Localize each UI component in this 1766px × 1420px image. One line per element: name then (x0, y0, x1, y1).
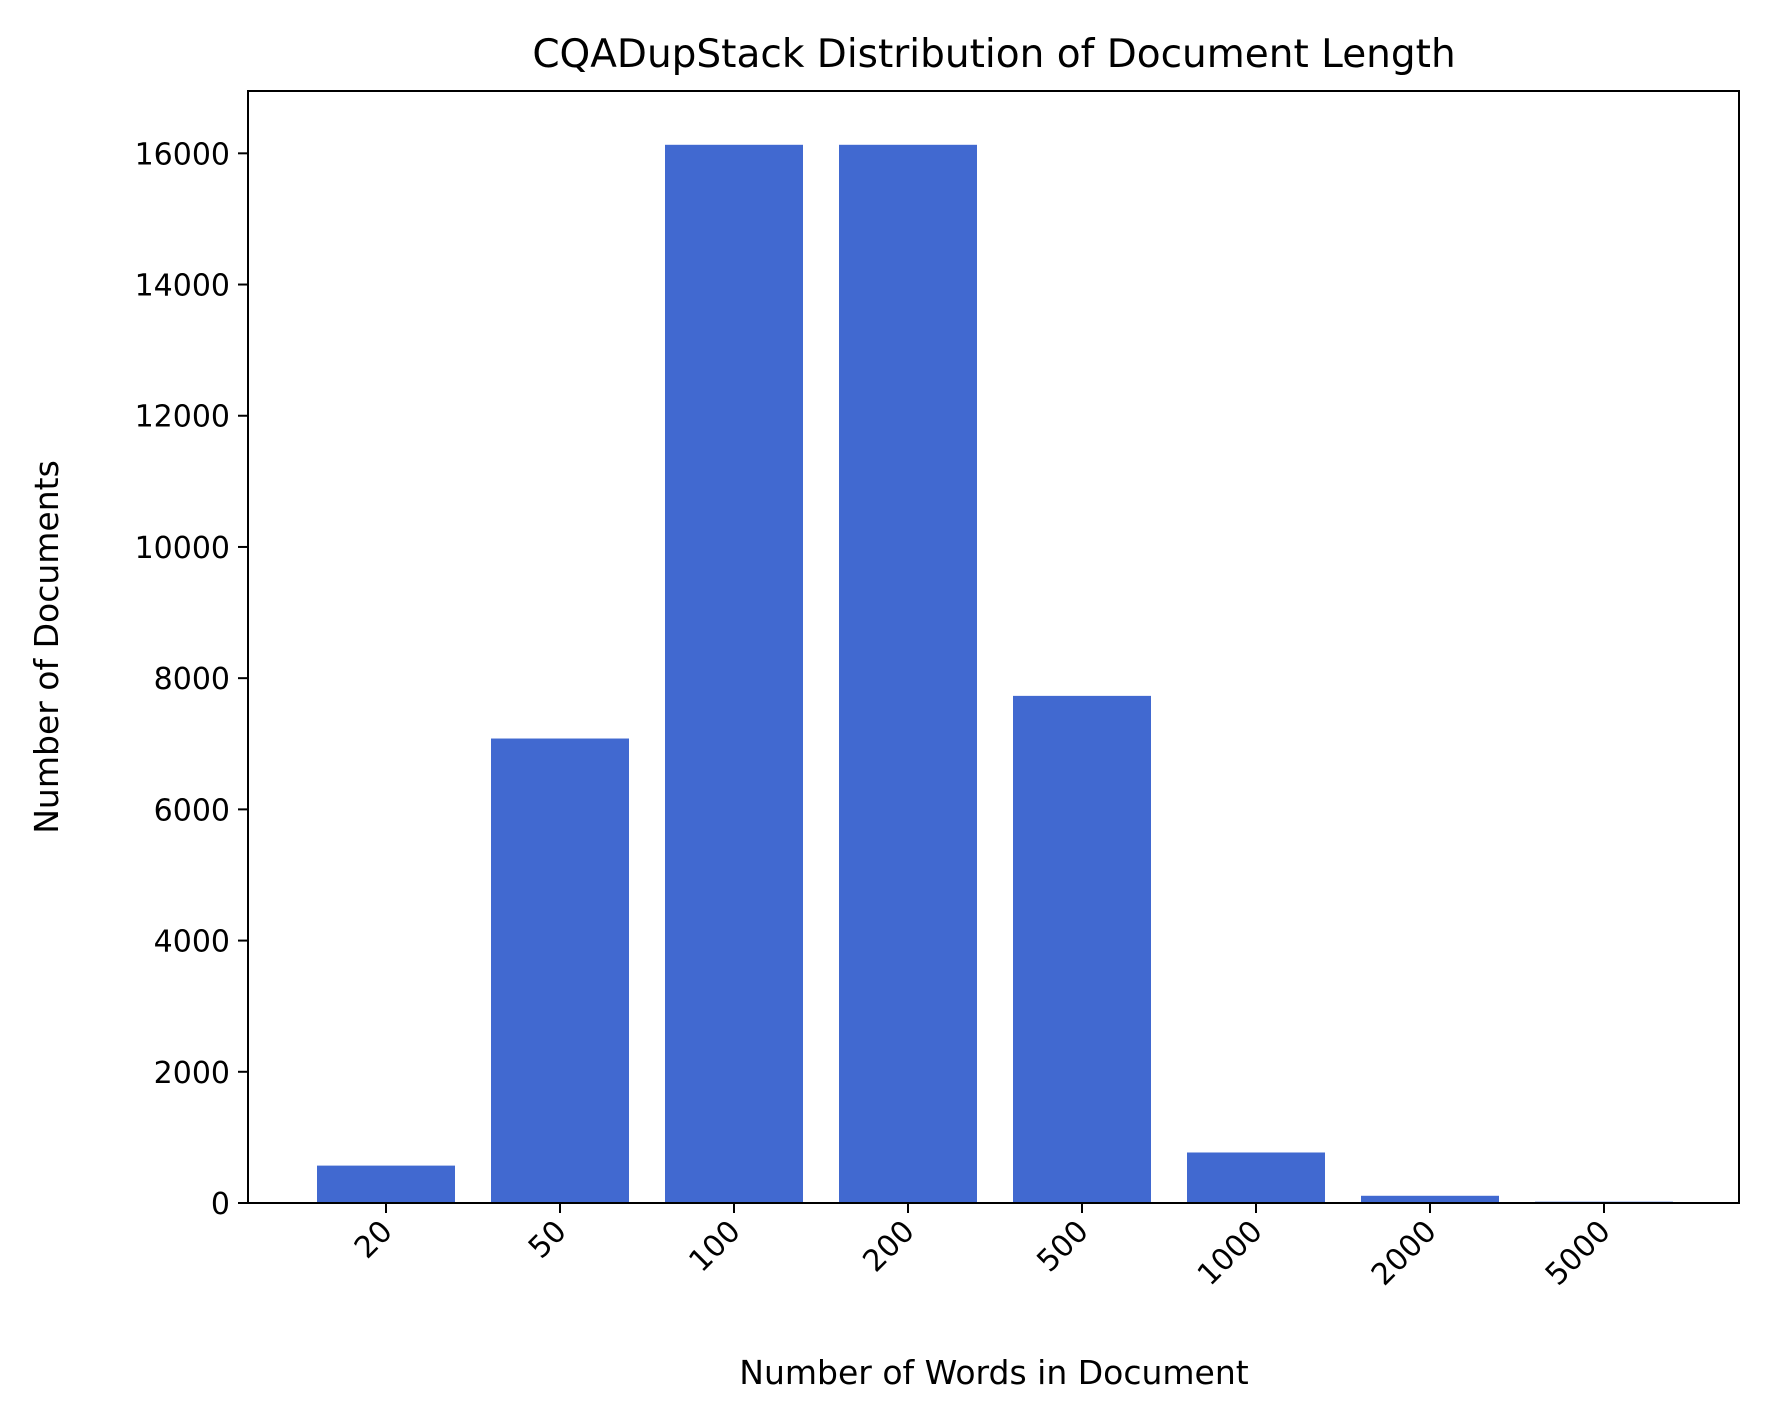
chart-title: CQADupStack Distribution of Document Len… (532, 32, 1455, 77)
bar-100 (665, 144, 803, 1203)
y-axis: 0 2000 4000 6000 8000 10000 12000 14000 16000 (135, 137, 248, 1222)
x-axis: 20 50 100 200 500 1000 2000 5000 (348, 1203, 1618, 1293)
x-axis-label: Number of Words in Document (739, 1353, 1248, 1392)
bars-group (317, 144, 1673, 1203)
x-tick-label: 500 (1030, 1214, 1095, 1279)
x-tick-label: 200 (856, 1214, 921, 1279)
x-tick-label: 5000 (1539, 1214, 1618, 1293)
y-tick-label: 14000 (135, 269, 230, 304)
x-tick-label: 50 (522, 1214, 574, 1266)
x-tick-label: 100 (682, 1214, 747, 1279)
y-axis-label: Number of Documents (27, 460, 66, 834)
x-tick-label: 2000 (1365, 1214, 1444, 1293)
x-tick-label: 1000 (1191, 1214, 1270, 1293)
bar-2000 (1361, 1195, 1499, 1203)
y-tick-label: 8000 (154, 662, 230, 697)
y-tick-label: 12000 (135, 400, 230, 435)
y-tick-label: 16000 (135, 137, 230, 172)
plot-frame (247, 90, 1740, 1204)
bar-200 (839, 144, 977, 1203)
bar-50 (491, 738, 629, 1203)
bar-500 (1013, 695, 1151, 1203)
y-tick-label: 4000 (154, 925, 230, 960)
bar-20 (317, 1165, 455, 1203)
bar-1000 (1187, 1152, 1325, 1203)
y-tick-label: 10000 (135, 531, 230, 566)
y-tick-label: 6000 (154, 793, 230, 828)
y-tick-label: 0 (211, 1187, 230, 1222)
x-tick-label: 20 (348, 1214, 400, 1266)
y-tick-label: 2000 (154, 1056, 230, 1091)
